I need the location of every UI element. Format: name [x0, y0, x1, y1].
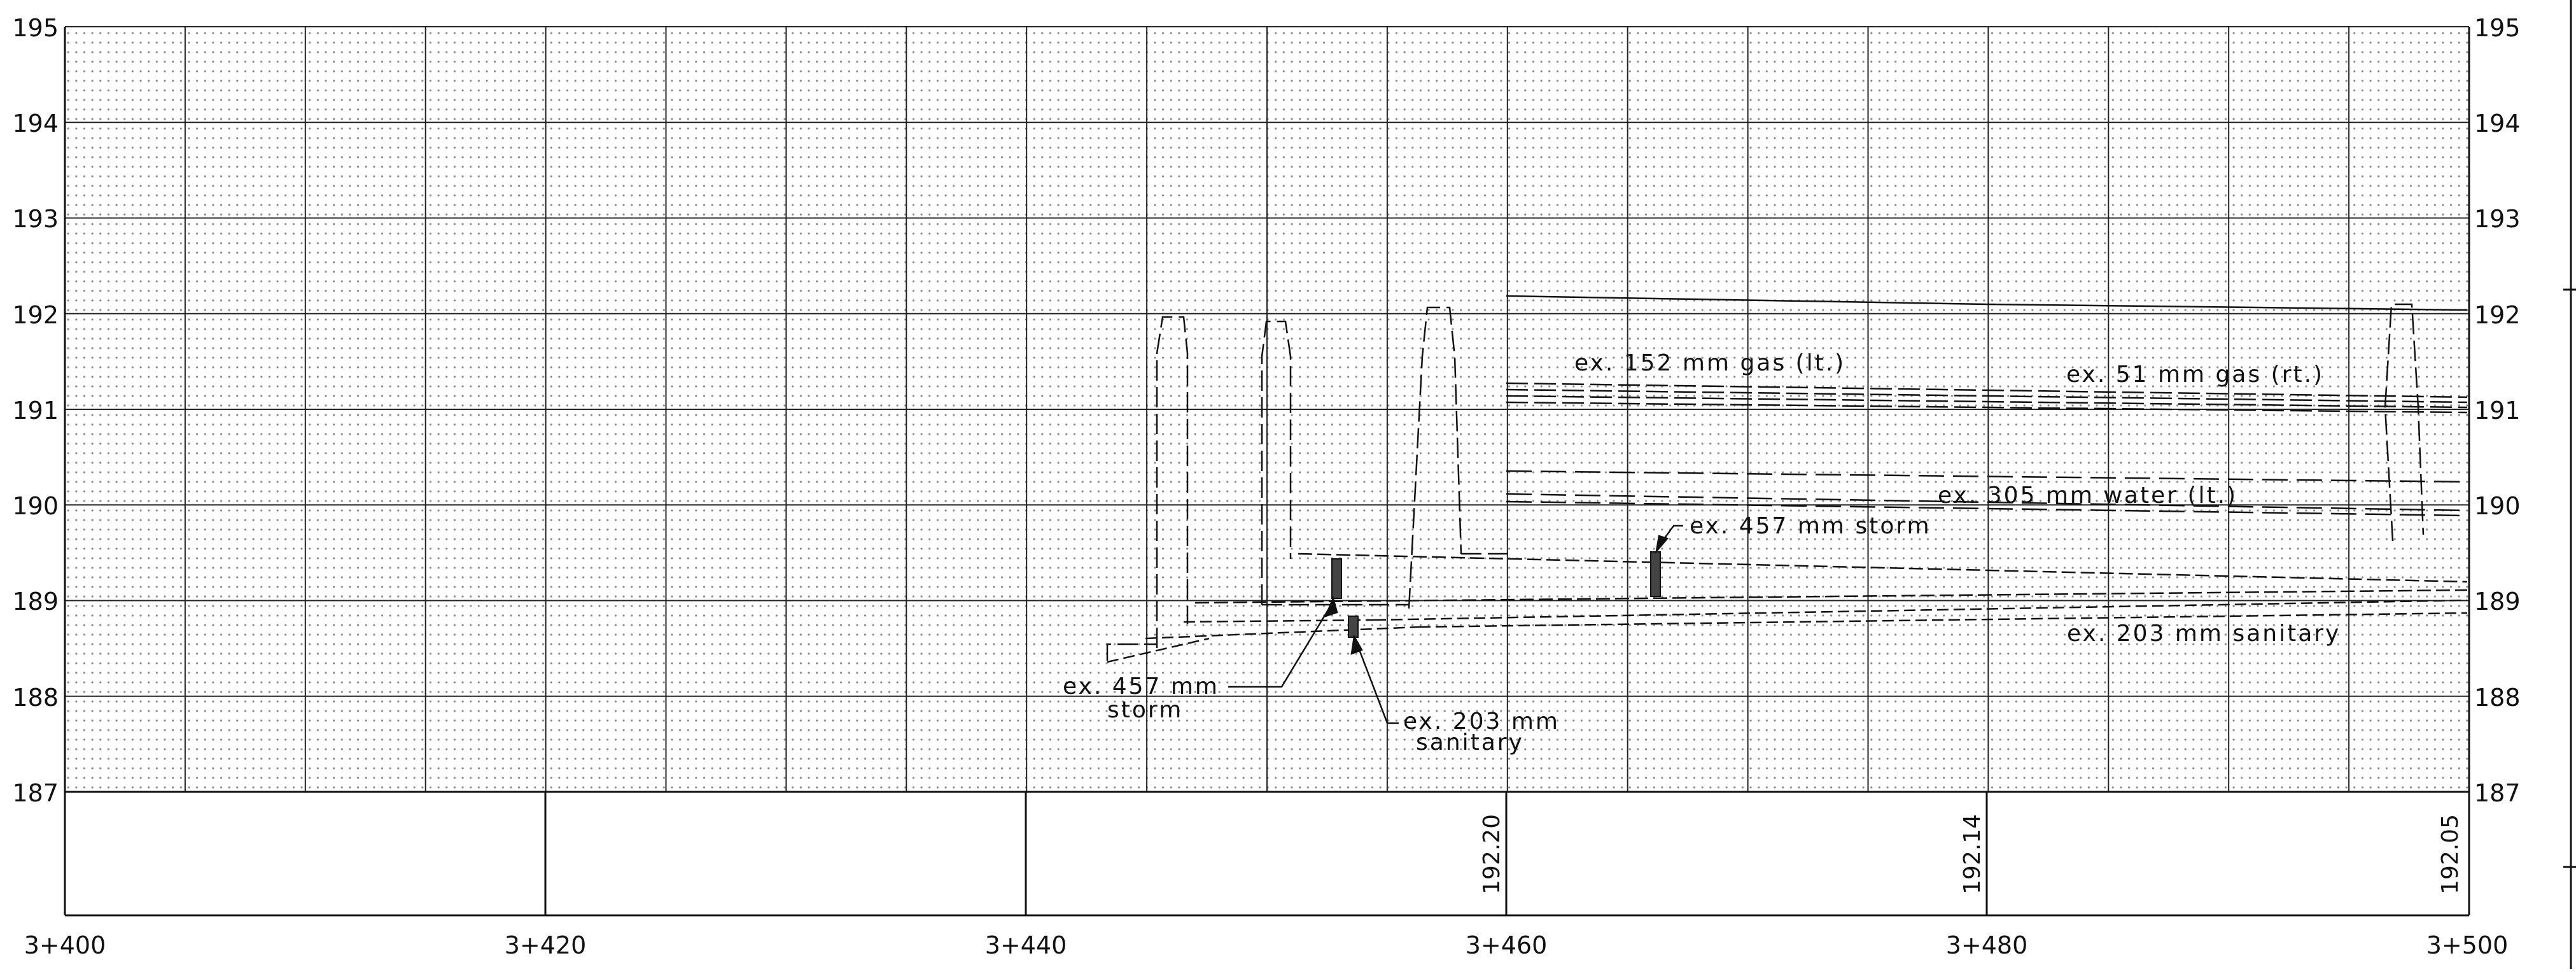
sanitary-right-label: ex. 203 mm sanitary: [2067, 621, 2341, 647]
station-label: 3+500: [2426, 931, 2509, 959]
elevation-label: 190: [2474, 492, 2521, 520]
elevation-label: 188: [2474, 684, 2521, 712]
station-label: 3+460: [1466, 931, 1548, 959]
elevation-label: 190: [12, 492, 59, 520]
elevation-label: 194: [12, 109, 59, 137]
utility-gas-left: [1506, 382, 2468, 414]
pipe-sections: [1331, 551, 1661, 638]
elevation-label: 193: [2474, 205, 2521, 233]
utility-storm: [1194, 553, 2468, 604]
storm-left-label: ex. 457 mm: [1063, 673, 1219, 700]
structures: [1106, 303, 2425, 661]
existing-ground-line: [1506, 295, 2468, 311]
station-label: 3+440: [985, 931, 1067, 959]
elevation-label: 189: [12, 588, 59, 616]
elevation-axis-left: 195 194 193 192 191 190 189 188 187: [12, 14, 59, 807]
grade-elevations: 192.20 192.14 192.05: [1479, 814, 2463, 894]
station-axis: 3+400 3+420 3+440 3+460 3+480 3+500: [24, 931, 2509, 959]
elevation-label: 187: [2474, 779, 2521, 807]
elevation-label: 195: [2474, 14, 2521, 42]
gas-right-label: ex. 51 mm gas (rt.): [2066, 362, 2324, 388]
sanitary-left-label-2: sanitary: [1416, 729, 1524, 756]
grade-elevation-label: 192.20: [1479, 814, 1505, 894]
elevation-label: 195: [12, 14, 59, 42]
elevation-label: 193: [12, 205, 59, 233]
sanitary-left-label: ex. 203 mm: [1403, 708, 1560, 735]
utility-water: [1506, 470, 2468, 517]
elevation-label: 188: [12, 684, 59, 712]
storm-right-label: ex. 457 mm storm: [1690, 513, 1931, 539]
utility-labels: ex. 152 mm gas (lt.) ex. 51 mm gas (rt.)…: [1063, 350, 2341, 756]
grade-elevation-label: 192.14: [1959, 814, 1985, 894]
station-label: 3+400: [24, 931, 106, 959]
elevation-label: 189: [2474, 588, 2521, 616]
elevation-label: 192: [2474, 301, 2521, 329]
station-label: 3+480: [1946, 931, 2028, 959]
grade-band: [64, 27, 2470, 917]
elevation-label: 191: [12, 397, 59, 425]
grade-elevation-label: 192.05: [2437, 814, 2463, 894]
elevation-label: 194: [2474, 109, 2521, 137]
water-label: ex. 305 mm water (lt.): [1938, 482, 2237, 509]
storm-left-label-2: storm: [1107, 697, 1183, 723]
leader-lines: [1228, 525, 1683, 724]
elevation-label: 191: [2474, 397, 2521, 425]
elevation-axis-right: 195 194 193 192 191 190 189 188 187: [2474, 14, 2521, 807]
gas-left-label: ex. 152 mm gas (lt.): [1574, 350, 1845, 376]
elevation-label: 187: [12, 779, 59, 807]
elevation-label: 192: [12, 301, 59, 329]
sheet-border-fragment: [2563, 0, 2576, 969]
station-label: 3+420: [505, 931, 587, 959]
utility-sanitary: [1107, 599, 2468, 663]
